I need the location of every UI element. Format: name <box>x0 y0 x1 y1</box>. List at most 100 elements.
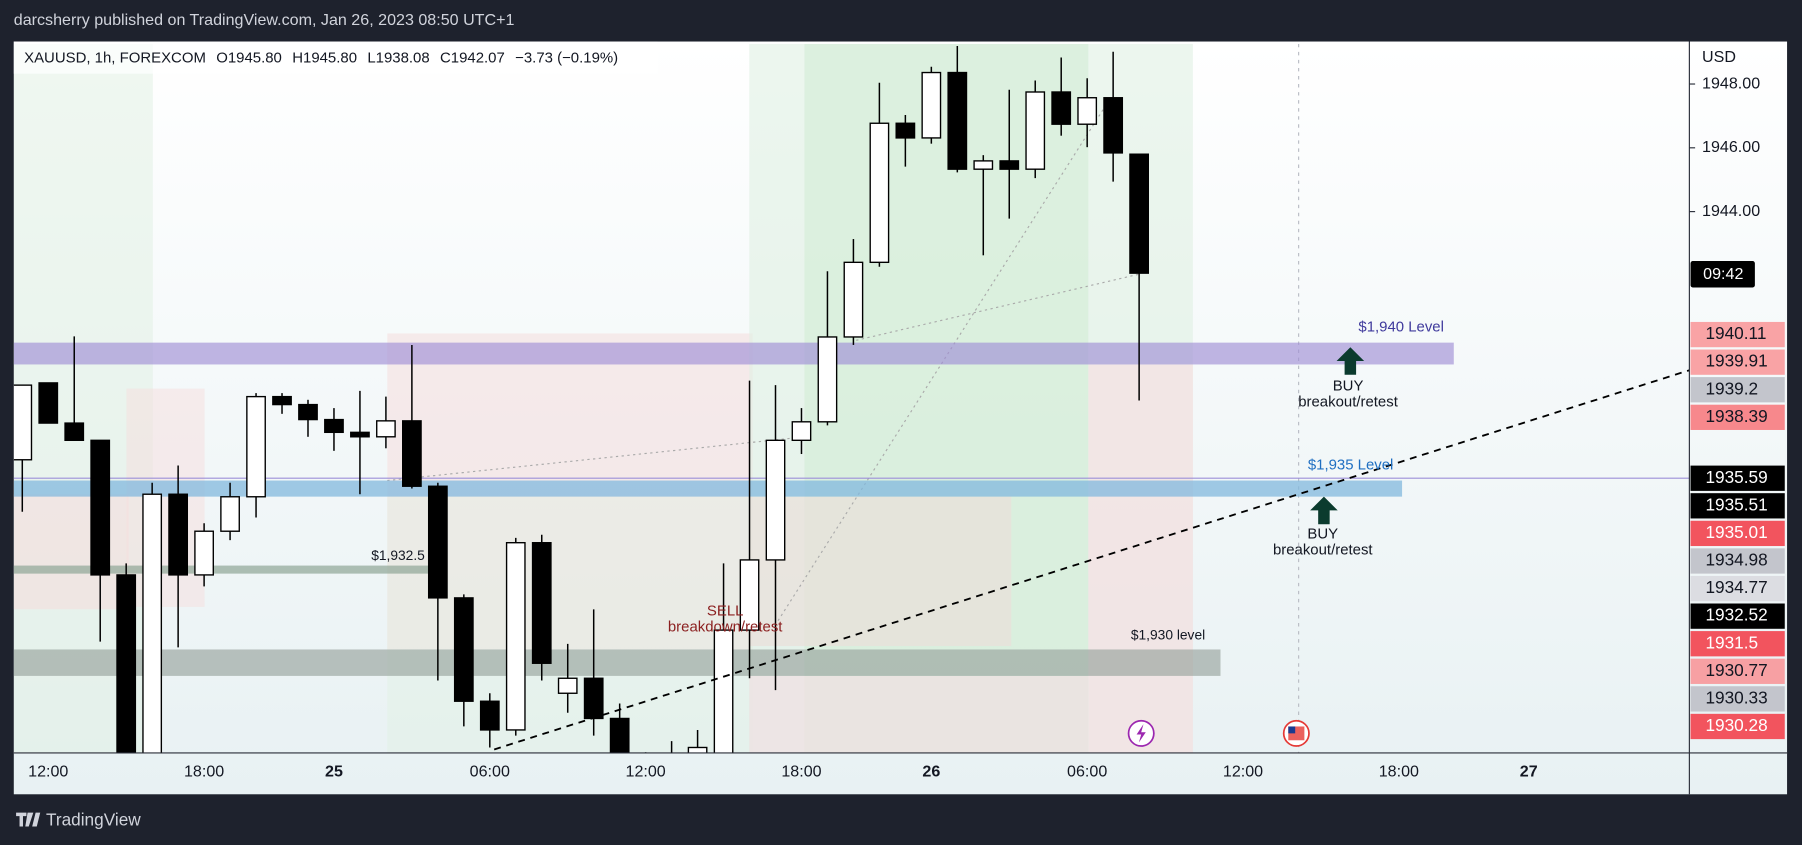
candle-body <box>1103 97 1124 154</box>
legend-bg <box>13 41 658 74</box>
candle-body <box>973 160 994 170</box>
annotation: BUY <box>1307 526 1338 543</box>
price-label-box <box>1690 713 1785 740</box>
zone <box>749 496 1012 647</box>
price-label: 1930.33 <box>1705 687 1767 707</box>
annotation: $1,932.5 <box>371 548 425 563</box>
price-label: 1935.59 <box>1705 467 1767 487</box>
candle-body <box>921 71 942 139</box>
candle-body <box>116 574 137 753</box>
candle-body <box>1129 153 1150 274</box>
price-label: 1940.11 <box>1705 323 1766 343</box>
annotation: $1,940 Level <box>1358 319 1444 336</box>
y-tick-label: 1948.00 <box>1702 74 1760 92</box>
zone <box>1088 364 1193 753</box>
candle-body <box>531 542 552 664</box>
candle-body <box>687 746 708 753</box>
candle-body <box>168 493 189 576</box>
axes: 1948.00 1946.00 1944.00 12:00 18:00 25 06:00 12… <box>28 74 1785 781</box>
price-label-box <box>1690 658 1785 684</box>
countdown-box <box>1690 261 1755 288</box>
candle-body <box>376 420 396 438</box>
candle-body <box>298 403 318 421</box>
header: XAUUSD, 1h, FOREXCOM O1945.80 H1945.80 L193… <box>24 50 618 67</box>
flag <box>1288 726 1296 734</box>
price-label-box <box>1690 349 1785 375</box>
annotation: breakdown/retest <box>668 619 783 636</box>
candle-body <box>1077 97 1098 125</box>
candles <box>13 46 1150 753</box>
candle-body <box>142 493 163 753</box>
candle-body <box>999 160 1020 170</box>
candle-body <box>427 485 448 599</box>
level-zone <box>13 649 1221 676</box>
zone <box>13 494 129 610</box>
price-label-box <box>1690 631 1785 657</box>
price-label: 1932.52 <box>1705 605 1767 625</box>
candle-body <box>479 700 500 731</box>
price-label-box <box>1690 493 1785 519</box>
price-label: 1931.5 <box>1705 632 1758 652</box>
currency: USD <box>1702 48 1736 66</box>
price-label: 1934.98 <box>1705 550 1767 570</box>
price-label-box <box>1690 321 1785 348</box>
zone <box>126 388 205 607</box>
price-label-box <box>1690 520 1785 547</box>
level-zone <box>13 480 1403 497</box>
x-tick-label: 12:00 <box>28 763 68 781</box>
trendline <box>493 369 1690 751</box>
candle-body <box>739 559 760 631</box>
candle-body <box>817 336 838 423</box>
price-label: 1935.51 <box>1705 494 1767 514</box>
x-tick-label: 25 <box>325 763 343 781</box>
price-label-box <box>1690 404 1785 430</box>
candle-body <box>505 542 526 731</box>
annotation: SELL <box>707 603 744 620</box>
logo <box>16 812 41 827</box>
price-label: 1939.2 <box>1705 378 1758 398</box>
x-tick-label: 26 <box>922 763 940 781</box>
price-label-box <box>1690 465 1785 491</box>
candle-body <box>453 597 474 702</box>
annotation: $1,935 Level <box>1308 457 1394 474</box>
candle-body <box>609 717 630 753</box>
candle-body <box>583 677 604 720</box>
candle-body <box>90 439 111 576</box>
price-label-box <box>1690 686 1785 712</box>
candle-body <box>947 71 968 170</box>
price-label: 1930.28 <box>1705 715 1767 735</box>
countdown: 09:42 <box>1703 265 1743 283</box>
x-tick-label: 12:00 <box>1223 763 1263 781</box>
price-label-box <box>1690 575 1785 602</box>
x-tick-label: 06:00 <box>1067 763 1107 781</box>
y-tick-label: 1944.00 <box>1702 202 1760 220</box>
header-low: L1938.08 <box>367 50 429 67</box>
header-close: C1942.07 <box>440 50 505 67</box>
candle-body <box>843 261 864 338</box>
price-label-box <box>1690 377 1785 403</box>
event-icon <box>1136 724 1146 743</box>
candle-body <box>350 431 370 438</box>
footer: TradingView <box>46 809 141 829</box>
price-label: 1930.77 <box>1705 660 1767 680</box>
candle-body <box>194 530 214 576</box>
candle-body <box>272 395 292 406</box>
zone <box>804 43 1089 753</box>
x-tick-label: 12:00 <box>626 763 666 781</box>
level-zone <box>13 565 431 574</box>
candle-body <box>402 420 422 487</box>
candle-body <box>713 629 734 753</box>
arrow-up <box>1310 496 1338 525</box>
candle-body <box>220 496 240 532</box>
candle-body <box>1051 91 1072 125</box>
annotation: breakout/retest <box>1273 542 1373 559</box>
x-tick-label: 27 <box>1520 763 1538 781</box>
candle-body <box>13 384 33 461</box>
guide <box>387 436 805 482</box>
x-tick-label: 18:00 <box>184 763 224 781</box>
x-tick-label: 18:00 <box>1379 763 1419 781</box>
zone <box>387 496 753 753</box>
arrow-up <box>1336 347 1365 375</box>
header-high: H1945.80 <box>292 50 357 67</box>
